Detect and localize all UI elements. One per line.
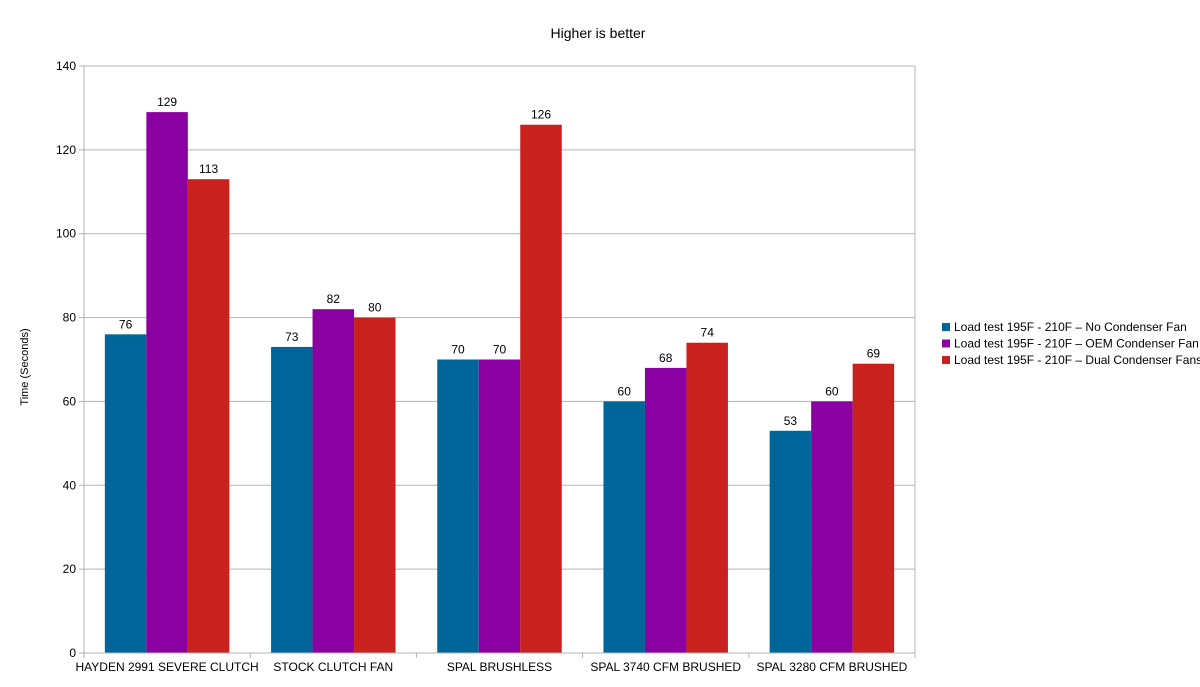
bar <box>644 367 687 653</box>
bar-value-label: 76 <box>119 317 133 331</box>
bar <box>478 359 521 653</box>
bars <box>104 112 895 653</box>
bar <box>146 112 188 653</box>
bar-value-label: 82 <box>327 292 341 306</box>
bar-value-label: 113 <box>199 162 218 176</box>
bar <box>603 401 645 653</box>
bar-value-label: 53 <box>784 414 798 428</box>
legend-label: Load test 195F - 210F – No Condenser Fan <box>954 320 1187 334</box>
bar-value-label: 73 <box>285 330 299 344</box>
bar <box>811 401 853 653</box>
bar <box>769 430 812 653</box>
bar <box>520 124 562 653</box>
bar <box>187 179 230 653</box>
bar-value-labels: 76 129 113 73 82 80 70 70 126 60 68 74 53 60 69 <box>119 95 880 428</box>
bar-value-label: 69 <box>867 347 881 361</box>
y-tick-label: 40 <box>63 478 77 492</box>
bar <box>686 342 728 653</box>
category-label: STOCK CLUTCH FAN <box>273 660 393 674</box>
bar <box>437 359 479 653</box>
y-tick-label: 120 <box>56 143 76 157</box>
legend-swatch <box>942 339 950 348</box>
category-labels: HAYDEN 2991 SEVERE CLUTCH STOCK CLUTCH FA… <box>76 660 908 674</box>
bar <box>354 317 396 653</box>
legend-swatch <box>942 356 950 364</box>
legend: Load test 195F - 210F – No Condenser Fan… <box>942 320 1200 367</box>
y-tick-label: 80 <box>63 311 77 325</box>
legend-label: Load test 195F - 210F – OEM Condenser Fa… <box>954 337 1199 351</box>
bar-value-label: 126 <box>531 108 551 122</box>
bar-value-label: 60 <box>825 384 839 398</box>
bar <box>104 334 147 653</box>
y-axis-ticks: 0 20 40 60 80 100 120 140 <box>56 59 76 660</box>
legend-swatch <box>942 323 950 331</box>
y-tick-label: 100 <box>56 227 76 241</box>
bar-value-label: 129 <box>157 95 177 109</box>
category-label: SPAL 3280 CFM BRUSHED <box>757 660 908 674</box>
bar-value-label: 68 <box>659 351 673 365</box>
bar <box>271 346 313 653</box>
y-tick-label: 20 <box>63 562 77 576</box>
bar-value-label: 80 <box>368 301 382 315</box>
legend-label: Load test 195F - 210F – Dual Condenser F… <box>954 353 1200 367</box>
category-label: HAYDEN 2991 SEVERE CLUTCH <box>76 660 259 674</box>
bar-value-label: 70 <box>451 343 465 357</box>
bar-value-label: 70 <box>493 343 507 357</box>
bar <box>852 363 895 653</box>
bar-value-label: 74 <box>701 326 715 340</box>
bar-value-label: 60 <box>618 384 632 398</box>
bar <box>312 309 355 653</box>
category-label: SPAL 3740 CFM BRUSHED <box>590 660 741 674</box>
y-tick-label: 0 <box>69 646 76 660</box>
axes <box>83 66 916 658</box>
y-tick-label: 140 <box>56 59 76 73</box>
y-axis-title: Time (Seconds) <box>19 328 31 405</box>
y-tick-label: 60 <box>63 394 77 408</box>
chart-title: Higher is better <box>551 25 646 41</box>
category-label: SPAL BRUSHLESS <box>447 660 552 674</box>
